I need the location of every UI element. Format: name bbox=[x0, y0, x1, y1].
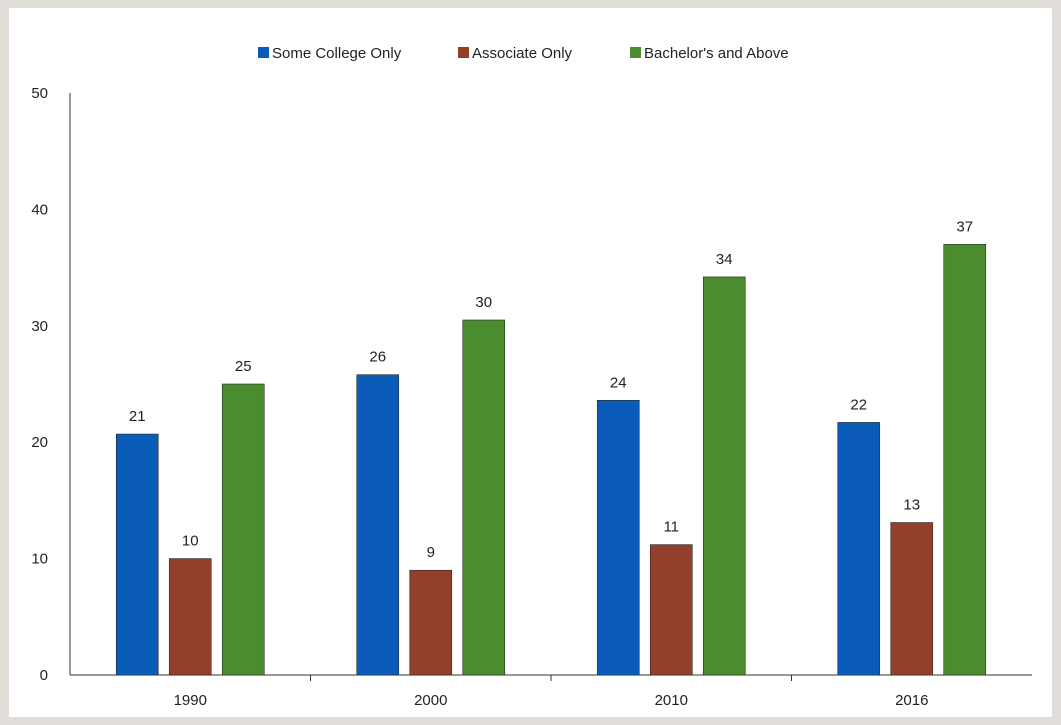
y-axis: 0 10 20 30 40 50 bbox=[31, 85, 71, 684]
x-tick-label: 2010 bbox=[655, 692, 688, 709]
legend-label: Bachelor's and Above bbox=[644, 45, 789, 62]
bar bbox=[462, 319, 506, 676]
x-tick-label: 2016 bbox=[895, 692, 928, 709]
bars bbox=[115, 244, 987, 676]
bar bbox=[702, 276, 746, 676]
bar bbox=[943, 244, 987, 676]
data-label: 11 bbox=[663, 519, 679, 536]
data-label: 34 bbox=[716, 251, 733, 268]
y-tick-label: 40 bbox=[31, 201, 48, 218]
bar bbox=[837, 422, 881, 676]
x-tick-label: 2000 bbox=[414, 692, 447, 709]
bar bbox=[890, 522, 934, 676]
y-tick-label: 10 bbox=[31, 551, 48, 568]
data-label: 26 bbox=[369, 349, 386, 366]
legend: Some College Only Associate Only Bachelor'… bbox=[258, 45, 789, 62]
data-label: 13 bbox=[903, 497, 920, 514]
data-label: 21 bbox=[129, 408, 146, 425]
y-tick-label: 0 bbox=[40, 667, 48, 684]
bar bbox=[221, 383, 265, 676]
y-tick-label: 50 bbox=[31, 85, 48, 102]
data-labels: 21 10 25 26 9 30 24 11 34 22 13 37 bbox=[129, 218, 973, 561]
data-label: 22 bbox=[850, 396, 867, 413]
legend-label: Associate Only bbox=[472, 45, 573, 62]
data-label: 10 bbox=[182, 533, 199, 550]
bar bbox=[649, 544, 693, 676]
legend-swatch bbox=[630, 47, 641, 58]
x-axis: 1990 2000 2010 2016 bbox=[70, 674, 1032, 709]
bar bbox=[409, 569, 453, 676]
data-label: 24 bbox=[610, 374, 627, 391]
bar-chart: Some College Only Associate Only Bachelor'… bbox=[31, 45, 1032, 709]
legend-swatch bbox=[458, 47, 469, 58]
y-tick-label: 30 bbox=[31, 318, 48, 335]
data-label: 25 bbox=[235, 358, 252, 375]
data-label: 30 bbox=[475, 294, 492, 311]
bar bbox=[168, 558, 212, 676]
y-tick-label: 20 bbox=[31, 434, 48, 451]
bar bbox=[596, 399, 640, 676]
legend-label: Some College Only bbox=[272, 45, 402, 62]
chart-frame: Some College Only Associate Only Bachelor'… bbox=[9, 8, 1052, 717]
data-label: 37 bbox=[956, 218, 973, 235]
legend-swatch bbox=[258, 47, 269, 58]
data-label: 9 bbox=[427, 544, 435, 561]
x-tick-label: 1990 bbox=[174, 692, 207, 709]
bar bbox=[115, 433, 159, 676]
bar bbox=[356, 374, 400, 676]
